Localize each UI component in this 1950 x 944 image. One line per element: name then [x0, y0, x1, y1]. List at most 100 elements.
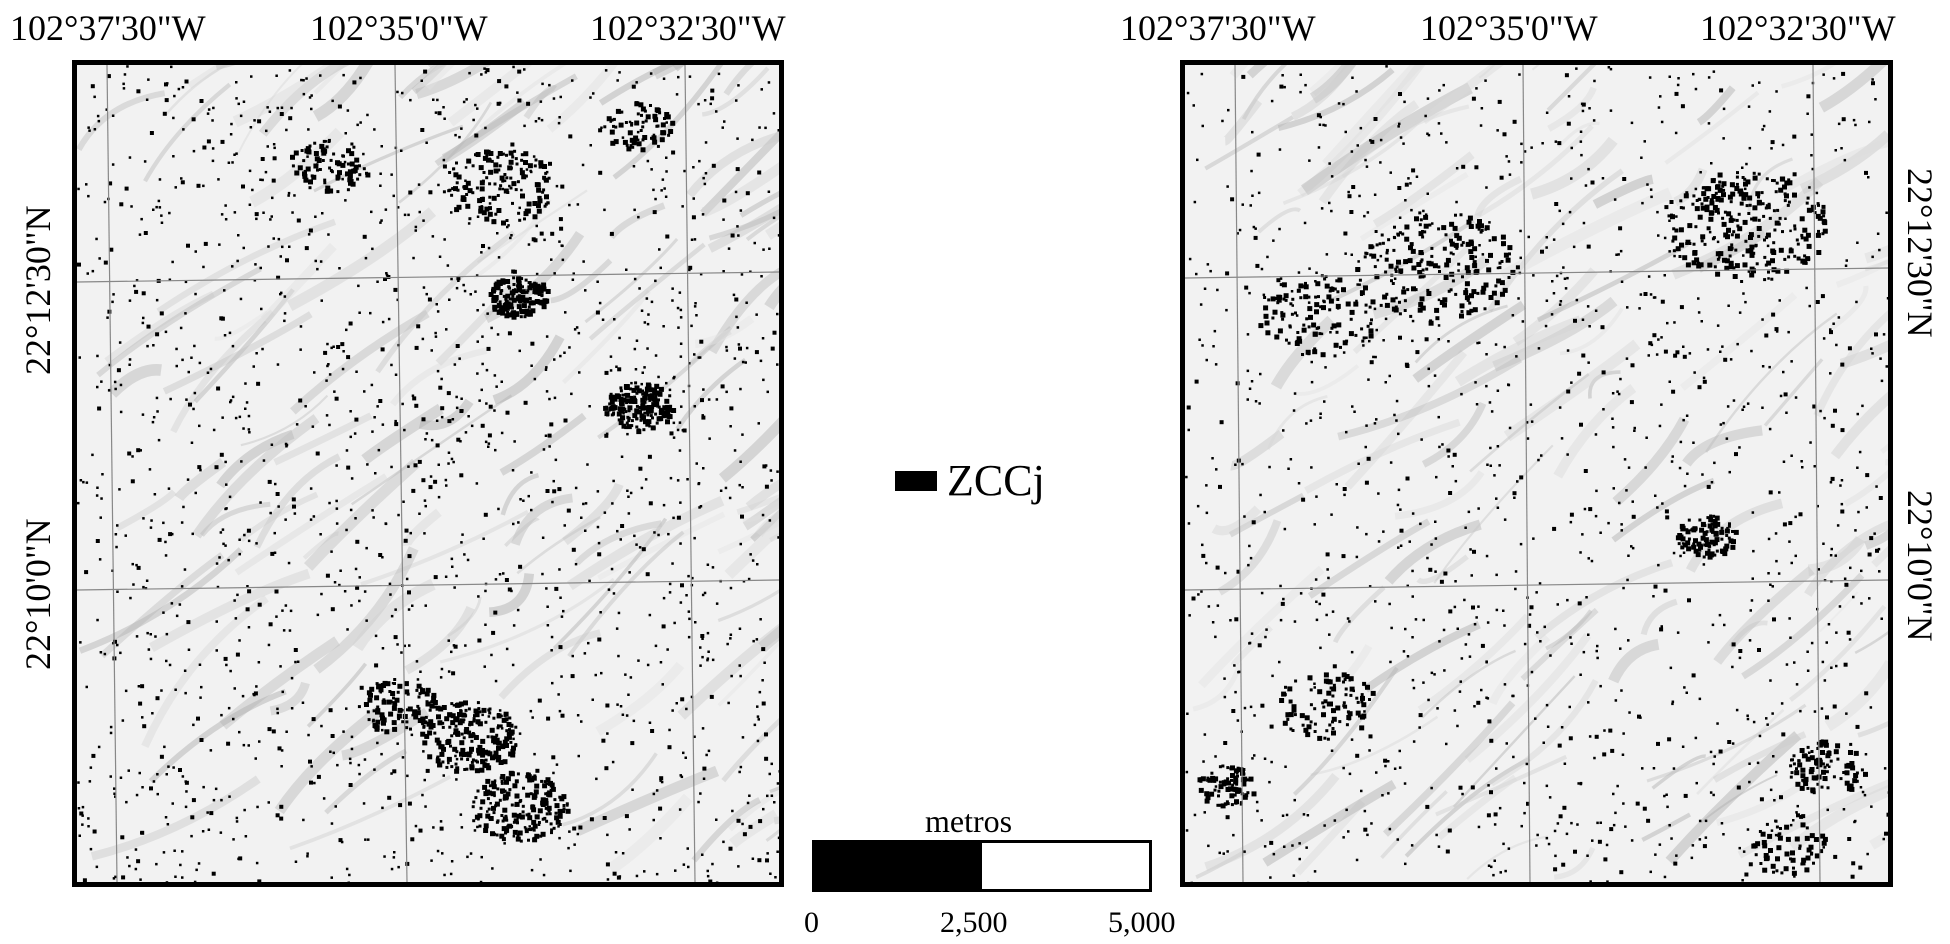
zone-pixel [1368, 339, 1371, 343]
zone-pixel [1459, 213, 1463, 217]
zone-pixel [1477, 605, 1480, 608]
zone-pixel [1287, 341, 1291, 345]
zone-pixel [166, 82, 169, 85]
zone-pixel [422, 219, 425, 222]
zone-pixel [1775, 559, 1778, 563]
zone-pixel [481, 210, 487, 216]
zone-pixel [447, 451, 451, 454]
zone-pixel [1530, 420, 1534, 423]
zone-pixel [1507, 847, 1511, 850]
zone-pixel [195, 868, 198, 872]
zone-pixel [91, 753, 96, 758]
zone-pixel [1360, 327, 1364, 331]
zone-pixel [498, 300, 502, 304]
zone-pixel [345, 867, 349, 871]
zone-pixel [1666, 321, 1669, 325]
zone-pixel [457, 712, 462, 717]
zone-pixel [1464, 526, 1467, 529]
zone-pixel [1474, 268, 1480, 274]
zone-pixel [1325, 552, 1330, 557]
zone-pixel [678, 449, 682, 452]
zone-pixel [1251, 520, 1256, 525]
zone-pixel [665, 234, 670, 239]
zone-pixel [1556, 822, 1560, 825]
zone-pixel [1691, 202, 1695, 206]
zone-pixel [728, 496, 732, 500]
zone-pixel [501, 717, 507, 723]
zone-pixel [627, 495, 630, 498]
hillshade-texture [1608, 638, 1660, 684]
zone-pixel [533, 164, 537, 168]
hillshade-texture [143, 82, 232, 183]
zone-pixel [523, 68, 526, 71]
zone-pixel [1337, 277, 1343, 283]
hillshade-texture [598, 65, 676, 106]
zone-pixel [657, 398, 660, 402]
zone-pixel [424, 504, 427, 508]
zone-pixel [1318, 123, 1322, 126]
zone-pixel [757, 858, 762, 863]
zone-pixel [1822, 73, 1825, 76]
zone-pixel [1822, 220, 1828, 226]
zone-pixel [693, 353, 696, 356]
zone-pixel [1652, 333, 1657, 338]
zone-pixel [1541, 142, 1544, 145]
zone-pixel [164, 330, 168, 334]
zone-pixel [1328, 633, 1331, 636]
zone-pixel [758, 819, 763, 824]
zone-pixel [206, 139, 211, 144]
zone-pixel [270, 551, 275, 556]
hillshade-texture [1664, 90, 1760, 165]
zone-pixel [259, 266, 262, 270]
zone-pixel [541, 536, 545, 539]
zone-pixel [1579, 781, 1583, 785]
zone-pixel [624, 814, 629, 819]
zone-pixel [508, 728, 511, 732]
zone-pixel [1882, 837, 1885, 841]
hillshade-texture [1864, 245, 1888, 264]
zone-pixel [1397, 186, 1402, 190]
zone-pixel [1393, 236, 1397, 240]
zone-pixel [371, 719, 375, 723]
zone-pixel [85, 183, 88, 186]
zone-pixel [1685, 242, 1689, 245]
zone-pixel [568, 346, 571, 349]
zone-pixel [95, 539, 100, 543]
zone-pixel [616, 703, 619, 706]
zone-pixel [1472, 307, 1478, 313]
zone-pixel [1399, 136, 1403, 139]
zone-pixel [1218, 851, 1221, 855]
hillshade-texture [235, 65, 303, 157]
zone-pixel [1403, 782, 1407, 785]
zone-pixel [493, 162, 499, 168]
zone-pixel [1713, 461, 1716, 465]
zone-pixel [484, 589, 487, 593]
zone-pixel [313, 371, 316, 374]
zone-pixel [1313, 870, 1317, 873]
zone-pixel [346, 628, 349, 631]
zone-pixel [84, 570, 89, 575]
zone-pixel [436, 756, 439, 760]
zone-pixel [1775, 770, 1778, 774]
zone-pixel [1397, 125, 1400, 128]
zone-pixel [496, 787, 500, 791]
zone-pixel [644, 478, 648, 481]
zone-pixel [1417, 307, 1423, 313]
zone-pixel [1456, 724, 1459, 728]
zone-pixel [134, 289, 139, 294]
zone-pixel [145, 579, 149, 582]
zone-pixel [405, 720, 409, 724]
zone-pixel [215, 620, 218, 623]
zone-pixel [1344, 130, 1347, 134]
zone-pixel [476, 701, 480, 705]
zone-pixel [1384, 270, 1388, 274]
hillshade-texture [1673, 167, 1708, 207]
zone-pixel [603, 511, 607, 514]
zone-pixel [557, 487, 562, 492]
zone-pixel [1787, 330, 1790, 334]
zone-pixel [450, 860, 454, 863]
zone-pixel [612, 871, 617, 876]
zone-pixel [504, 743, 509, 748]
zone-pixel [570, 674, 575, 679]
zone-pixel [441, 852, 444, 855]
